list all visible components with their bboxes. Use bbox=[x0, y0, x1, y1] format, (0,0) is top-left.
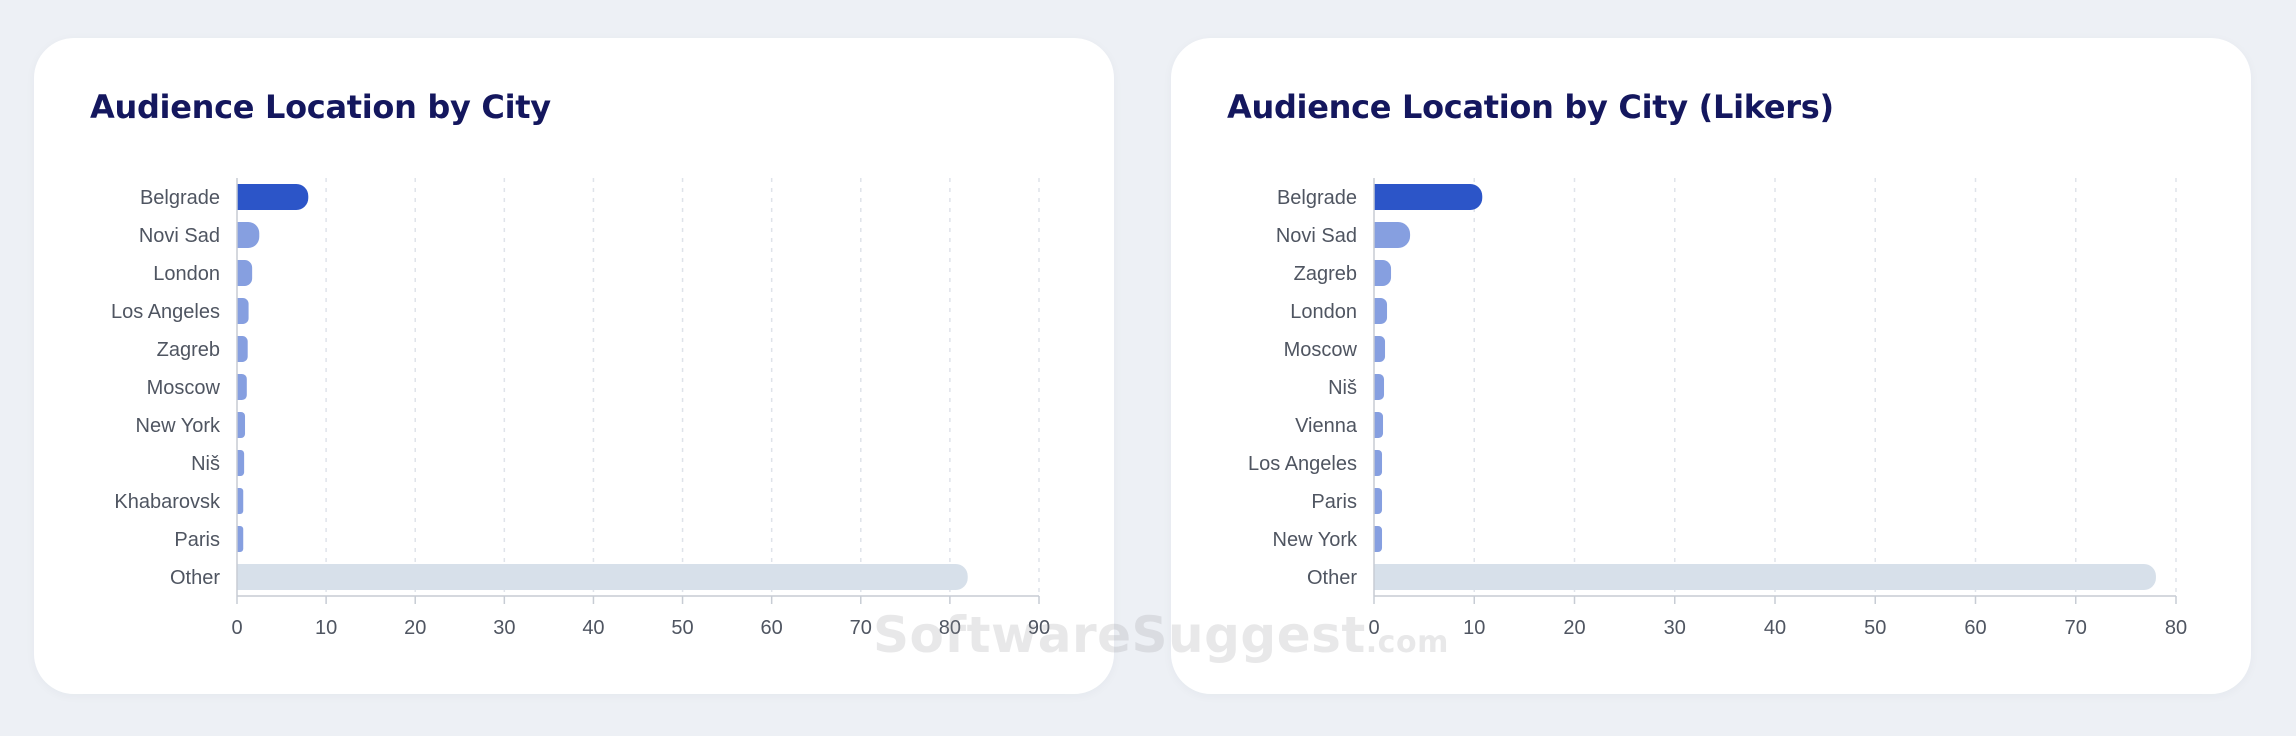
category-label: Novi Sad bbox=[139, 225, 220, 247]
x-tick-label: 10 bbox=[1463, 617, 1485, 639]
bar-novi-sad bbox=[237, 222, 260, 248]
chart-card-city: Audience Location by City Belgrade Novi S… bbox=[34, 38, 1114, 694]
category-label: New York bbox=[1273, 529, 1358, 551]
bar-chart-city: Belgrade Novi Sad London Los Angeles Zagreb M… bbox=[111, 178, 1050, 639]
x-tick-label: 30 bbox=[493, 617, 515, 639]
category-label: Paris bbox=[174, 529, 220, 551]
category-label: Moscow bbox=[1284, 339, 1358, 361]
category-label: Vienna bbox=[1295, 415, 1358, 437]
bar-khabarovsk bbox=[237, 488, 244, 514]
x-tick-label: 40 bbox=[1764, 617, 1786, 639]
bar-new-york bbox=[237, 412, 246, 438]
x-tick-label: 60 bbox=[1964, 617, 1986, 639]
bar-zagreb bbox=[237, 336, 248, 362]
category-label: Niš bbox=[191, 453, 220, 475]
bar-belgrade bbox=[237, 184, 309, 210]
category-label: Los Angeles bbox=[111, 301, 220, 323]
bar-moscow bbox=[1374, 336, 1386, 362]
x-tick-label: 10 bbox=[315, 617, 337, 639]
x-tick-label: 20 bbox=[1563, 617, 1585, 639]
chart-title: Audience Location by City (Likers) bbox=[1227, 88, 1834, 126]
watermark-main: SoftwareSuggest bbox=[873, 606, 1366, 664]
x-tick-label: 20 bbox=[404, 617, 426, 639]
x-tick-label: 70 bbox=[2065, 617, 2087, 639]
category-label: New York bbox=[136, 415, 221, 437]
category-label: Other bbox=[1307, 567, 1357, 589]
x-tick-label: 40 bbox=[582, 617, 604, 639]
bar-other bbox=[1374, 564, 2156, 590]
bar-london bbox=[237, 260, 253, 286]
category-label: Novi Sad bbox=[1276, 225, 1357, 247]
bar-chart-city-likers: Belgrade Novi Sad Zagreb London Moscow Niš Vie… bbox=[1248, 178, 2187, 639]
bar-los-angeles bbox=[237, 298, 249, 324]
bar-new-york bbox=[1374, 526, 1383, 552]
category-label: Zagreb bbox=[1294, 263, 1357, 285]
category-label: Other bbox=[170, 567, 220, 589]
x-tick-label: 50 bbox=[1864, 617, 1886, 639]
x-tick-label: 0 bbox=[1368, 617, 1379, 639]
bar-zagreb bbox=[1374, 260, 1392, 286]
bar-moscow bbox=[237, 374, 247, 400]
bar-paris bbox=[237, 526, 244, 552]
x-tick-label: 70 bbox=[850, 617, 872, 639]
bar-niš bbox=[237, 450, 245, 476]
category-label: Niš bbox=[1328, 377, 1357, 399]
category-label: Zagreb bbox=[157, 339, 220, 361]
watermark: SoftwareSuggest.com bbox=[873, 606, 1449, 664]
bar-niš bbox=[1374, 374, 1385, 400]
x-tick-label: 80 bbox=[2165, 617, 2187, 639]
bar-other bbox=[237, 564, 968, 590]
chart-title: Audience Location by City bbox=[90, 88, 551, 126]
category-label: Khabarovsk bbox=[114, 491, 221, 513]
x-tick-label: 80 bbox=[939, 617, 961, 639]
bar-paris bbox=[1374, 488, 1383, 514]
bar-vienna bbox=[1374, 412, 1384, 438]
category-label: London bbox=[1290, 301, 1357, 323]
category-label: Moscow bbox=[147, 377, 221, 399]
category-label: Belgrade bbox=[140, 187, 220, 209]
x-tick-label: 0 bbox=[231, 617, 242, 639]
x-tick-label: 30 bbox=[1664, 617, 1686, 639]
bar-belgrade bbox=[1374, 184, 1483, 210]
watermark-suffix: .com bbox=[1365, 625, 1449, 660]
x-tick-label: 90 bbox=[1028, 617, 1050, 639]
chart-card-city-likers: Audience Location by City (Likers) Belgr… bbox=[1171, 38, 2251, 694]
x-tick-label: 50 bbox=[671, 617, 693, 639]
x-tick-label: 60 bbox=[761, 617, 783, 639]
category-label: Los Angeles bbox=[1248, 453, 1357, 475]
category-label: Belgrade bbox=[1277, 187, 1357, 209]
bar-novi-sad bbox=[1374, 222, 1411, 248]
category-label: London bbox=[153, 263, 220, 285]
bar-los-angeles bbox=[1374, 450, 1383, 476]
bar-london bbox=[1374, 298, 1388, 324]
category-label: Paris bbox=[1311, 491, 1357, 513]
